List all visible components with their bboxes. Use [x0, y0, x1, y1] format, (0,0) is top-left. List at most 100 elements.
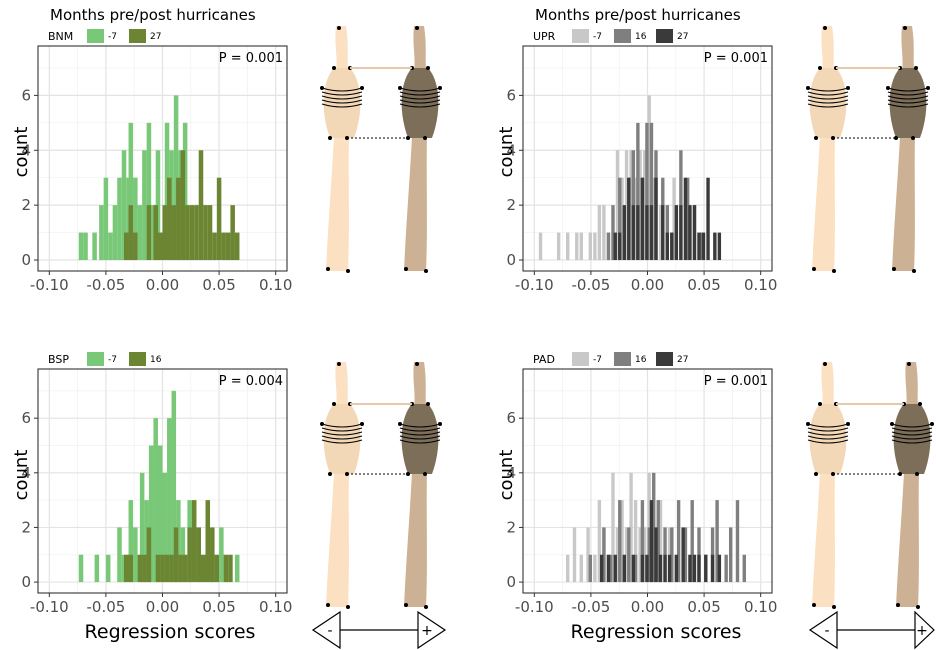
bone-dark-top-left	[398, 26, 442, 273]
histogram-bar	[618, 177, 622, 261]
histogram-bar	[724, 554, 728, 583]
histogram-bar	[223, 554, 229, 583]
histogram-bar	[676, 500, 681, 583]
bone-contour-line	[807, 87, 849, 92]
histogram-bar	[572, 527, 577, 583]
histogram-bar	[189, 205, 195, 261]
histogram-bar	[78, 232, 84, 261]
landmark-point	[320, 422, 324, 426]
histogram-bar	[697, 232, 701, 261]
histogram-bar	[142, 554, 147, 583]
x-tick-label: 0.10	[259, 276, 292, 294]
landmark-point	[337, 362, 341, 366]
histogram-panel-upr: -0.10 -0.05 0.00 0.05 0.10 0 2 4 6 P = 0.001 UPR -7…	[506, 29, 777, 294]
histogram-bar	[566, 232, 570, 261]
histogram-bar	[191, 500, 197, 583]
bone-contour-line	[399, 431, 441, 436]
landmark-point	[438, 86, 442, 90]
histogram-bar	[128, 500, 134, 583]
histogram-bar	[624, 527, 629, 583]
bone-contour-line	[891, 439, 933, 444]
x-tick-label: 0.10	[259, 598, 292, 616]
y-tick-label: 6	[506, 86, 516, 104]
landmark-point	[326, 267, 330, 271]
direction-arrow-left: - +	[311, 610, 447, 650]
histogram-bar	[133, 527, 138, 583]
landmark-point	[911, 136, 915, 140]
histogram-bar	[597, 205, 602, 261]
y-tick-label: 4	[21, 464, 31, 482]
legend-label: 16	[635, 32, 647, 42]
x-tick-label: 0.05	[687, 276, 720, 294]
x-tick-label: -0.10	[30, 276, 69, 294]
histogram-bar	[665, 205, 670, 261]
plus-arrowhead	[914, 610, 935, 650]
bone-contour-line	[321, 95, 363, 100]
y-axis-label-top-left: count	[11, 127, 32, 178]
y-tick-label: 4	[21, 141, 31, 159]
histogram-bar	[672, 177, 676, 261]
histogram-bar	[588, 232, 593, 261]
histogram-bar	[83, 232, 88, 261]
histogram-bar	[667, 554, 672, 583]
landmark-point	[894, 136, 898, 140]
landmark-point	[360, 86, 364, 90]
landmark-point	[346, 269, 350, 273]
histogram-bar	[103, 177, 109, 261]
histogram-bar	[171, 205, 177, 261]
histogram-bar	[670, 527, 674, 583]
histogram-bar	[146, 527, 152, 583]
landmark-point	[918, 402, 922, 406]
minus-sign: -	[327, 623, 332, 639]
y-axis-label-bottom-right: count	[496, 450, 517, 501]
x-tick-label: 0.10	[744, 598, 777, 616]
landmark-point	[423, 136, 427, 140]
legend-label: 27	[150, 32, 161, 42]
x-axis-label-left: Regression scores	[85, 621, 256, 643]
histogram-bar	[117, 177, 122, 261]
histogram-bar	[155, 554, 161, 583]
y-tick-label: 0	[506, 573, 516, 591]
histogram-bar	[618, 500, 622, 583]
histogram-bar	[654, 177, 658, 261]
legend-title: BNM	[48, 30, 73, 43]
histogram-bar	[633, 500, 638, 583]
p-value-label: P = 0.004	[219, 374, 283, 389]
histogram-bar	[649, 122, 654, 261]
x-tick-label: -0.05	[572, 598, 611, 616]
bone-light-bottom-right	[806, 362, 850, 609]
y-tick-label: 6	[21, 409, 31, 427]
histogram-bar	[228, 554, 233, 583]
x-tick-label: -0.05	[87, 276, 126, 294]
minus-sign: -	[824, 623, 829, 639]
histogram-bar	[566, 554, 570, 583]
landmark-point	[886, 86, 890, 90]
histogram-bar	[153, 205, 158, 261]
histogram-bar	[137, 205, 143, 261]
legend-label: -7	[108, 355, 117, 365]
histogram-bar	[99, 205, 104, 261]
minus-arrowhead	[311, 610, 341, 650]
landmark-point	[818, 402, 822, 406]
histogram-bar	[649, 205, 654, 261]
histogram-bar	[652, 472, 656, 583]
landmark-point	[398, 422, 402, 426]
x-axis-label-right: Regression scores	[571, 621, 742, 643]
landmark-point	[903, 26, 907, 30]
histogram-bar	[715, 500, 719, 583]
plus-sign: +	[421, 623, 433, 639]
histogram-bar	[649, 500, 654, 583]
histogram-bar	[593, 232, 597, 261]
landmark-point	[916, 605, 920, 609]
histogram-bar	[128, 122, 134, 261]
histogram-bar	[124, 554, 129, 583]
landmark-point	[415, 26, 419, 30]
bone-contour-line	[321, 431, 363, 436]
landmark-point	[398, 86, 402, 90]
histogram-bar	[622, 205, 626, 261]
p-value-label: P = 0.001	[219, 51, 283, 66]
x-tick-label: -0.10	[30, 598, 69, 616]
legend-label: 27	[677, 32, 688, 42]
histogram-bar	[160, 554, 165, 583]
histogram-bar	[609, 554, 613, 583]
